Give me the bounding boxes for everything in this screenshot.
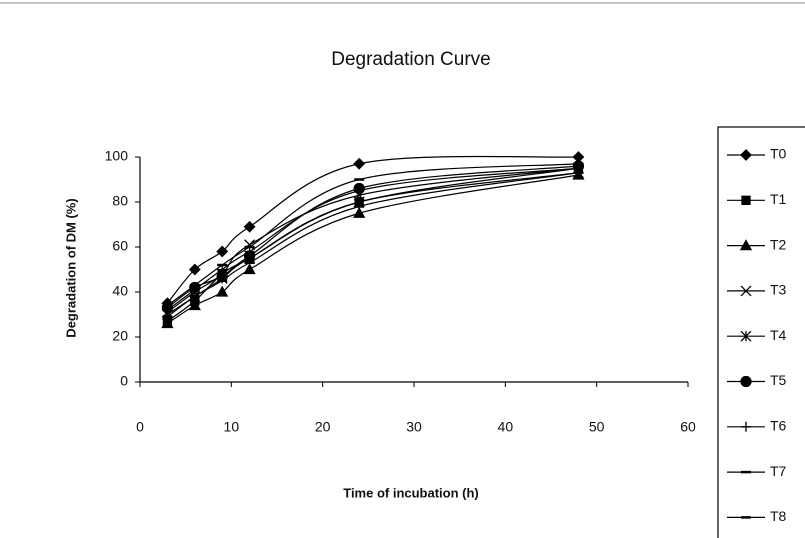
legend-label: T2 [770, 236, 787, 252]
legend-label: T3 [770, 282, 787, 298]
legend-label: T5 [770, 372, 787, 388]
marker [354, 185, 365, 196]
marker [216, 285, 229, 297]
series-line [167, 167, 579, 311]
marker [161, 317, 174, 329]
legend-box [717, 126, 805, 538]
legend-label: T1 [770, 191, 787, 207]
legend-label: T4 [770, 327, 787, 343]
legend-label: T7 [770, 463, 787, 479]
y-tick-label: 0 [120, 373, 128, 389]
chart-title: Degradation Curve [331, 49, 490, 70]
y-tick-label: 100 [105, 148, 129, 164]
marker [353, 157, 366, 170]
legend-marker [740, 285, 752, 297]
legend-label: T6 [770, 418, 787, 434]
y-tick-label: 60 [112, 238, 128, 254]
series-line [166, 155, 579, 304]
x-tick-label: 50 [589, 419, 605, 435]
y-tick-label: 80 [112, 193, 128, 209]
legend-label: T8 [770, 508, 787, 524]
series-line [167, 167, 579, 313]
marker [243, 263, 256, 275]
x-tick-label: 30 [406, 419, 422, 435]
marker [353, 206, 366, 218]
series-line [167, 174, 579, 325]
marker [188, 299, 201, 311]
legend-marker [740, 149, 752, 161]
legend-marker [739, 239, 753, 251]
x-tick-label: 20 [315, 419, 331, 435]
x-tick-label: 10 [224, 419, 240, 435]
x-axis-label: Time of incubation (h) [343, 485, 479, 500]
legend-marker [740, 375, 752, 388]
marker [216, 245, 229, 258]
y-tick-label: 20 [112, 328, 128, 344]
x-tick-label: 60 [680, 419, 696, 435]
marker [188, 263, 201, 276]
x-tick-label: 0 [136, 419, 144, 435]
legend-label: T0 [770, 146, 787, 162]
x-tick-label: 40 [498, 419, 514, 435]
y-tick-label: 40 [112, 283, 128, 299]
y-axis-label: Degradation of DM (%) [63, 198, 78, 337]
marker [243, 220, 256, 233]
legend-marker [741, 195, 751, 205]
legend-marker [740, 330, 752, 342]
legend-marker [741, 421, 751, 432]
